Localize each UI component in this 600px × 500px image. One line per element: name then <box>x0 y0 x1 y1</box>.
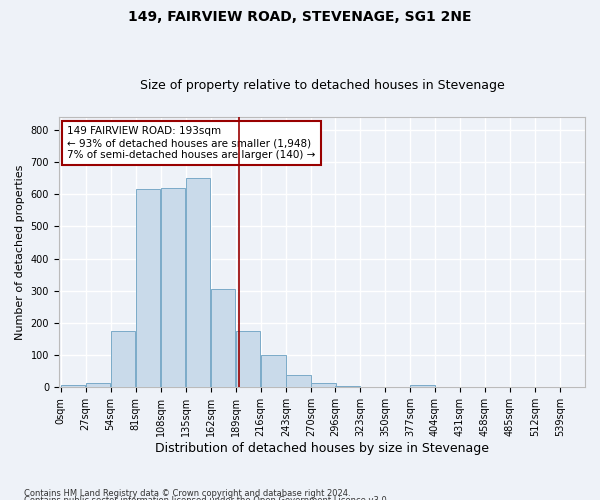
Bar <box>385 386 410 388</box>
X-axis label: Distribution of detached houses by size in Stevenage: Distribution of detached houses by size … <box>155 442 489 455</box>
Bar <box>61 385 85 388</box>
Bar <box>186 178 211 388</box>
Bar <box>261 355 286 388</box>
Bar <box>161 188 185 388</box>
Text: 149 FAIRVIEW ROAD: 193sqm
← 93% of detached houses are smaller (1,948)
7% of sem: 149 FAIRVIEW ROAD: 193sqm ← 93% of detac… <box>67 126 316 160</box>
Bar <box>435 386 460 388</box>
Text: Contains HM Land Registry data © Crown copyright and database right 2024.: Contains HM Land Registry data © Crown c… <box>24 488 350 498</box>
Bar <box>211 289 235 388</box>
Bar <box>286 375 311 388</box>
Text: Contains public sector information licensed under the Open Government Licence v3: Contains public sector information licen… <box>24 496 389 500</box>
Bar <box>236 331 260 388</box>
Bar <box>111 331 136 388</box>
Bar <box>86 383 110 388</box>
Title: Size of property relative to detached houses in Stevenage: Size of property relative to detached ho… <box>140 79 504 92</box>
Bar <box>410 385 434 388</box>
Bar <box>311 383 335 388</box>
Y-axis label: Number of detached properties: Number of detached properties <box>15 164 25 340</box>
Bar <box>335 386 359 388</box>
Bar <box>360 386 385 388</box>
Bar <box>136 190 160 388</box>
Text: 149, FAIRVIEW ROAD, STEVENAGE, SG1 2NE: 149, FAIRVIEW ROAD, STEVENAGE, SG1 2NE <box>128 10 472 24</box>
